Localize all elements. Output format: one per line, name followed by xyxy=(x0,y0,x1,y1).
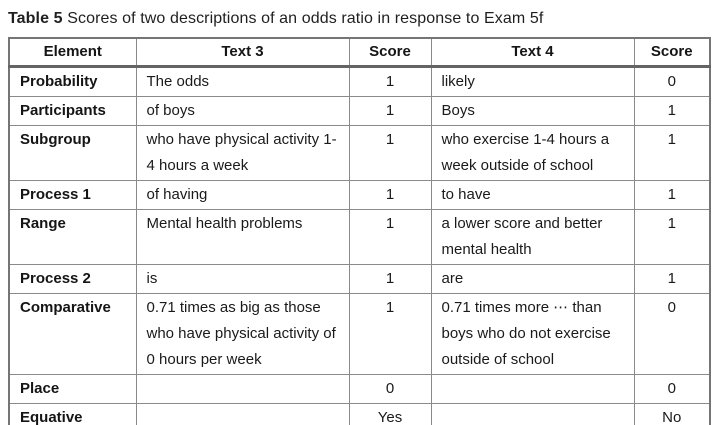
text3-cell xyxy=(135,374,350,404)
element-cell: Equative xyxy=(8,403,137,425)
text3-cell xyxy=(135,403,350,425)
table-caption: Table 5 Scores of two descriptions of an… xyxy=(8,9,716,29)
score3-cell: 1 xyxy=(348,125,432,181)
element-cell: Comparative xyxy=(8,293,137,375)
score4-cell: 1 xyxy=(633,180,711,210)
score3-cell: 1 xyxy=(348,209,432,265)
text4-cell: to have xyxy=(430,180,635,210)
score4-cell: 1 xyxy=(633,209,711,265)
table-row: Place 0 0 xyxy=(8,374,711,404)
element-cell: Process 1 xyxy=(8,180,137,210)
column-header-score4: Score xyxy=(633,37,711,68)
element-cell: Range xyxy=(8,209,137,265)
table-row: Process 2 is 1 are 1 xyxy=(8,264,711,294)
text4-cell: are xyxy=(430,264,635,294)
score4-cell: 0 xyxy=(633,66,711,97)
scores-table: Element Text 3 Score Text 4 Score Probab… xyxy=(8,37,711,425)
text4-cell xyxy=(430,403,635,425)
element-cell: Place xyxy=(8,374,137,404)
column-header-text3: Text 3 xyxy=(135,37,350,68)
text4-cell: a lower score and better mental health xyxy=(430,209,635,265)
table-row: Range Mental health problems 1 a lower s… xyxy=(8,209,711,265)
text3-cell: is xyxy=(135,264,350,294)
element-cell: Probability xyxy=(8,66,137,97)
score4-cell: No xyxy=(633,403,711,425)
score3-cell: 1 xyxy=(348,66,432,97)
text4-cell: 0.71 times more ⋯ than boys who do not e… xyxy=(430,293,635,375)
text4-cell xyxy=(430,374,635,404)
table-row: Subgroup who have physical activity 1-4 … xyxy=(8,125,711,181)
score4-cell: 1 xyxy=(633,125,711,181)
text3-cell: The odds xyxy=(135,66,350,97)
element-cell: Subgroup xyxy=(8,125,137,181)
score3-cell: Yes xyxy=(348,403,432,425)
header-row: Element Text 3 Score Text 4 Score xyxy=(8,37,711,68)
text3-cell: who have physical activity 1-4 hours a w… xyxy=(135,125,350,181)
score3-cell: 1 xyxy=(348,264,432,294)
score4-cell: 1 xyxy=(633,264,711,294)
text3-cell: of having xyxy=(135,180,350,210)
column-header-score3: Score xyxy=(348,37,432,68)
score3-cell: 1 xyxy=(348,180,432,210)
table-row: Comparative 0.71 times as big as those w… xyxy=(8,293,711,375)
table-row: Equative Yes No xyxy=(8,403,711,425)
table-row: Probability The odds 1 likely 0 xyxy=(8,66,711,97)
score3-cell: 1 xyxy=(348,96,432,126)
text3-cell: Mental health problems xyxy=(135,209,350,265)
table-row: Process 1 of having 1 to have 1 xyxy=(8,180,711,210)
score4-cell: 0 xyxy=(633,293,711,375)
text3-cell: of boys xyxy=(135,96,350,126)
score3-cell: 0 xyxy=(348,374,432,404)
text4-cell: who exercise 1-4 hours a week outside of… xyxy=(430,125,635,181)
score4-cell: 1 xyxy=(633,96,711,126)
element-cell: Process 2 xyxy=(8,264,137,294)
column-header-element: Element xyxy=(8,37,137,68)
score3-cell: 1 xyxy=(348,293,432,375)
table-caption-label: Table 5 xyxy=(8,10,63,27)
table-caption-text: Scores of two descriptions of an odds ra… xyxy=(67,10,544,27)
element-cell: Participants xyxy=(8,96,137,126)
text3-cell: 0.71 times as big as those who have phys… xyxy=(135,293,350,375)
table-row: Participants of boys 1 Boys 1 xyxy=(8,96,711,126)
text4-cell: likely xyxy=(430,66,635,97)
score4-cell: 0 xyxy=(633,374,711,404)
text4-cell: Boys xyxy=(430,96,635,126)
column-header-text4: Text 4 xyxy=(430,37,635,68)
